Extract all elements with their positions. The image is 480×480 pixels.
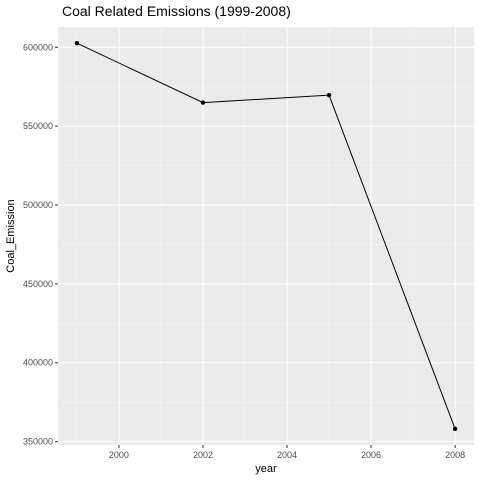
plot-panel	[58, 27, 474, 445]
y-axis-title: Coal_Emission	[5, 199, 17, 272]
data-point	[452, 426, 458, 432]
x-tick-label: 2006	[361, 450, 381, 460]
data-point	[74, 40, 80, 46]
chart-title: Coal Related Emissions (1999-2008)	[62, 3, 291, 19]
x-axis-title: year	[255, 463, 277, 475]
x-tick-label: 2002	[193, 450, 213, 460]
x-tick-label: 2008	[445, 450, 465, 460]
y-tick-label: 400000	[23, 358, 53, 368]
y-tick-label: 550000	[23, 121, 53, 131]
y-tick-label: 500000	[23, 200, 53, 210]
data-point	[200, 100, 206, 105]
y-tick-label: 350000	[23, 437, 53, 447]
data-point	[326, 92, 332, 98]
x-tick-label: 2000	[109, 450, 129, 460]
y-tick-label: 450000	[23, 279, 53, 289]
series-layer	[74, 40, 458, 432]
series-line	[76, 42, 456, 430]
x-tick-label: 2004	[277, 450, 297, 460]
y-tick-label: 600000	[23, 42, 53, 52]
y-axis: 350000 400000 450000 500000 550000 600000	[23, 42, 58, 447]
x-axis: 2000 2002 2004 2006 2008	[109, 445, 465, 460]
major-gridlines	[58, 27, 474, 445]
